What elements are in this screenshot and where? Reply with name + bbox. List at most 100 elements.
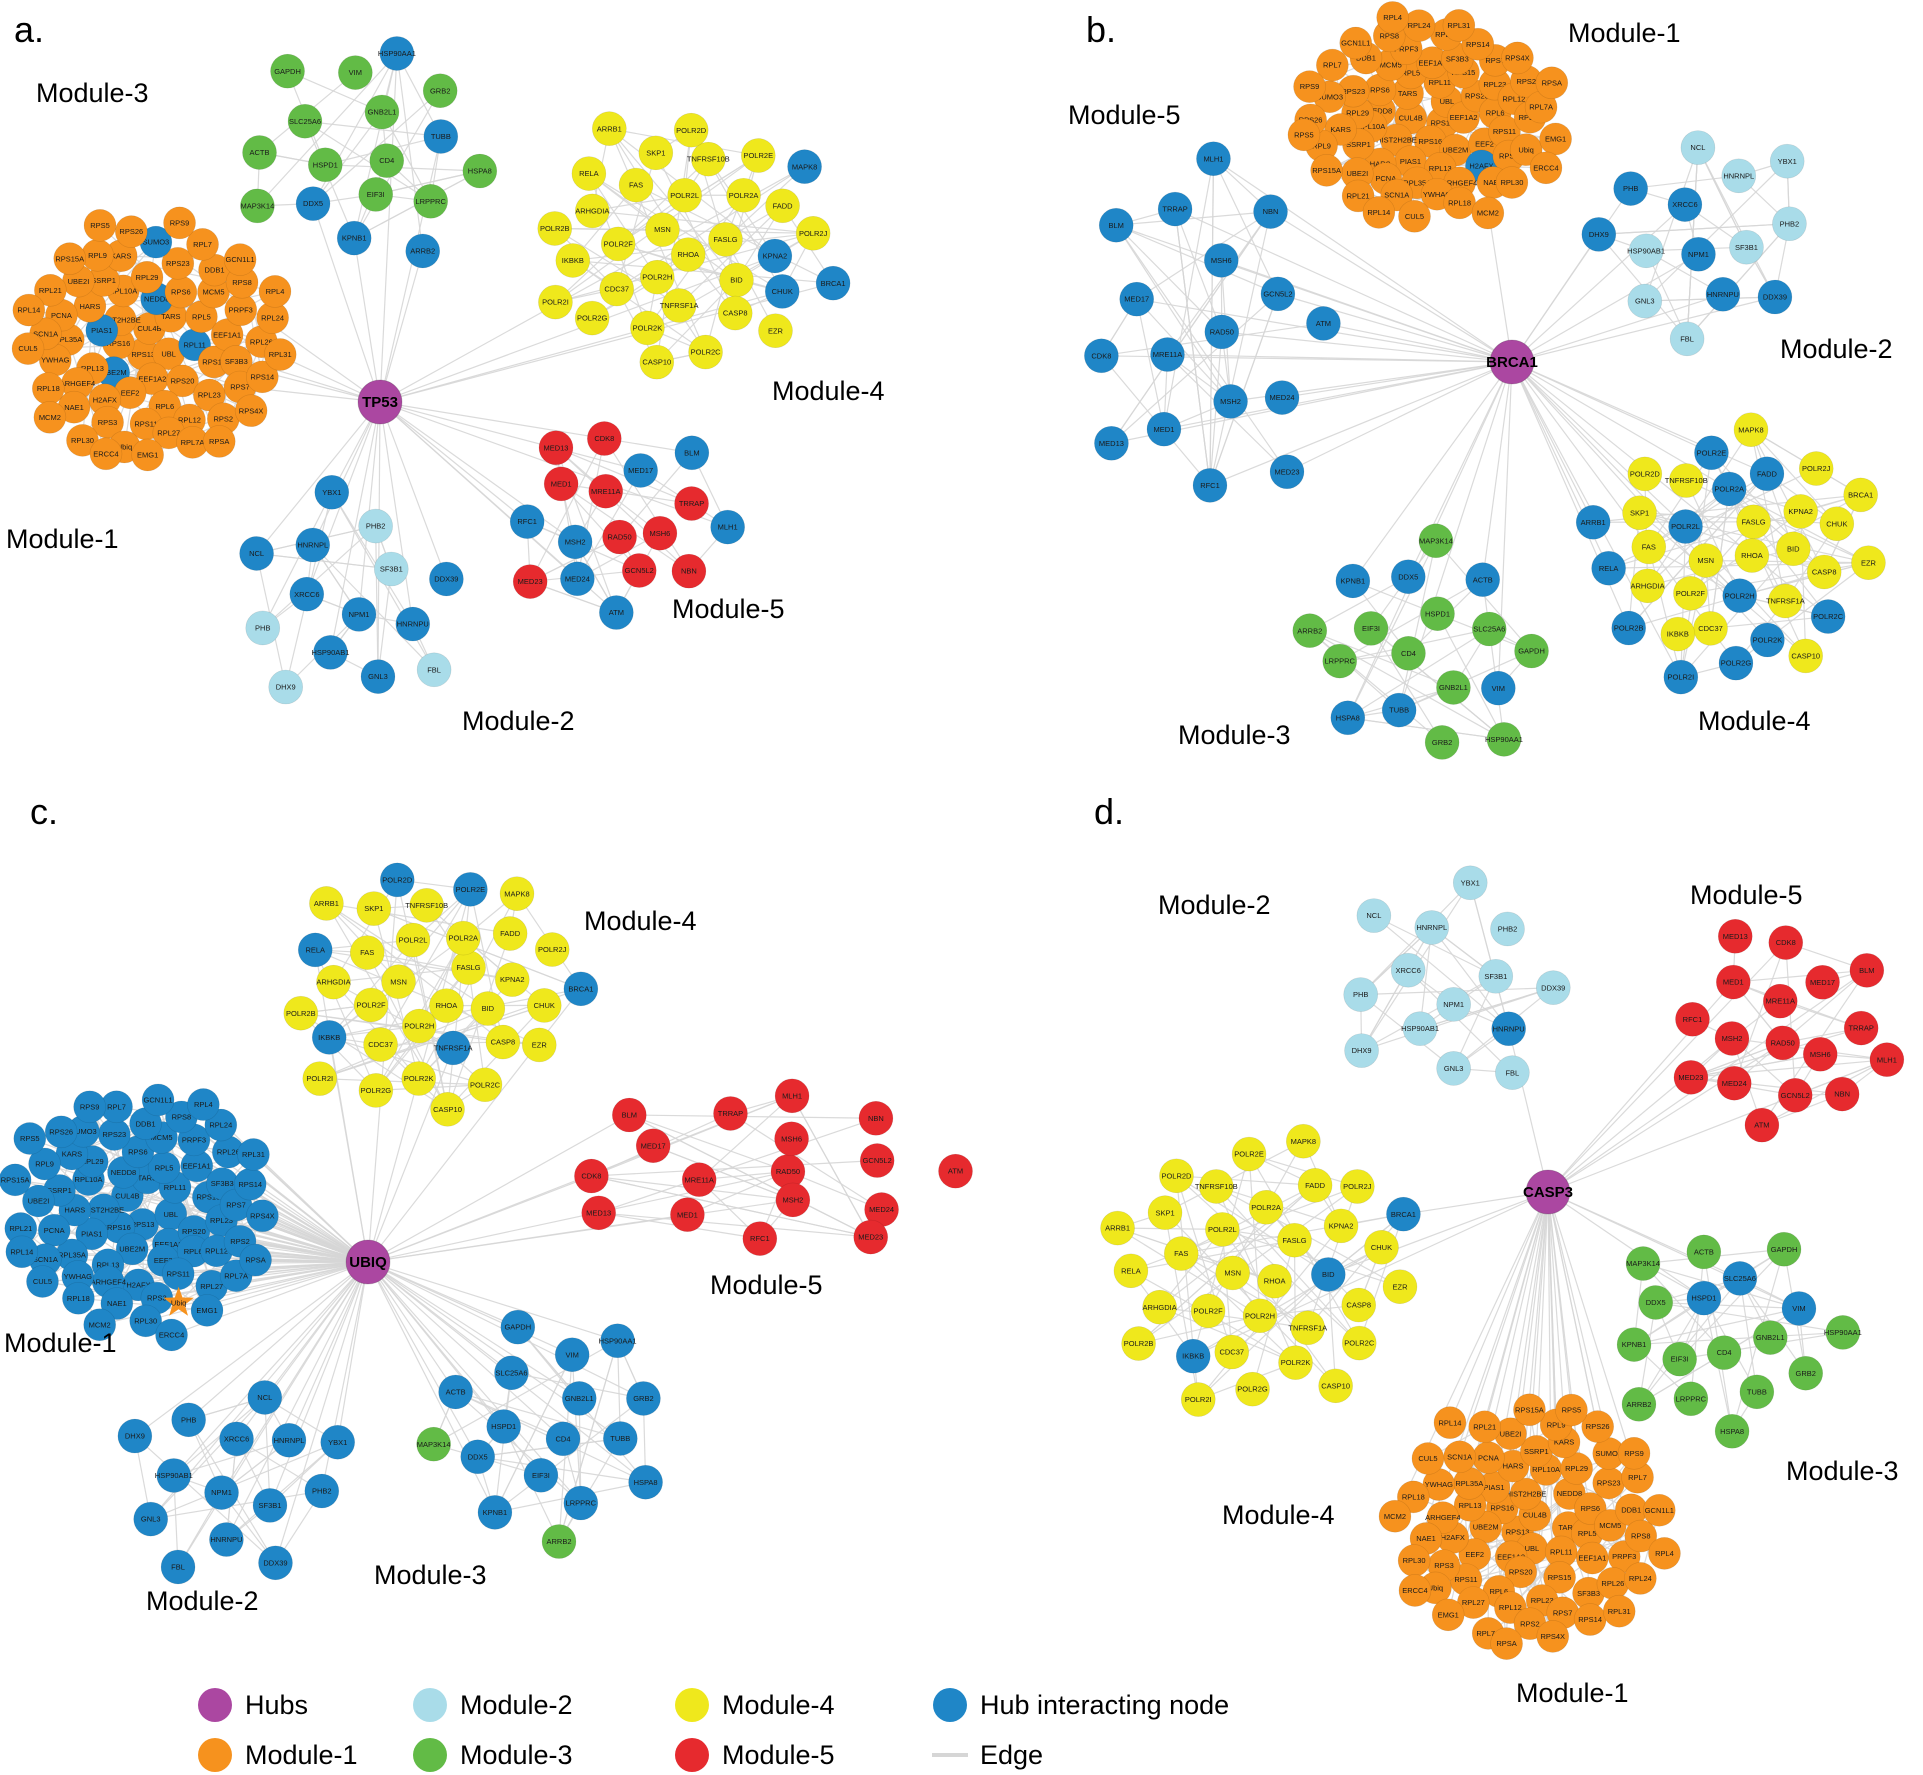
node-label: EEF1A1: [183, 1162, 211, 1171]
node-HSP90AB1: [313, 635, 348, 670]
node-label: HNRNPU: [397, 620, 429, 629]
node-label: POLR2G: [1721, 659, 1752, 668]
node-label: TARS: [138, 1174, 157, 1183]
node-label: HSPA8: [1720, 1427, 1744, 1436]
node-label: POLR2E: [743, 151, 773, 160]
node-KPNA2: [494, 962, 530, 997]
node-EMG1: [131, 438, 164, 472]
node-label: HSP90AB1: [155, 1471, 193, 1480]
node-MSH6: [1802, 1036, 1838, 1072]
node-ARHGDIA: [574, 193, 610, 229]
legend-label: Module-3: [460, 1740, 573, 1770]
node-IKBKB: [555, 243, 591, 278]
node-CDC37: [1214, 1334, 1250, 1370]
node-label: POLR2H: [404, 1022, 434, 1031]
node-label: CDC37: [368, 1040, 393, 1049]
hub-edge: [1511, 361, 1686, 527]
node-label: KARS: [1330, 125, 1350, 134]
node-GCN1L1: [1339, 26, 1373, 60]
node-label: BLM: [622, 1111, 637, 1120]
node-MED17: [1805, 964, 1840, 1000]
legend-swatch-hub: [198, 1688, 232, 1722]
hub-edge: [379, 401, 528, 523]
node-RHOA: [670, 237, 706, 272]
node-label: POLR2L: [399, 936, 428, 945]
edge: [1690, 1076, 1843, 1095]
node-label: HNRNPU: [1707, 290, 1739, 299]
edge: [1138, 1185, 1358, 1345]
node-BID: [1311, 1257, 1346, 1292]
hub-edge: [358, 401, 381, 615]
node-RPS9: [1293, 70, 1326, 103]
node-label: RPS7: [230, 383, 250, 392]
node-DHX9: [1344, 1033, 1379, 1068]
node-label: MCM5: [202, 288, 224, 297]
hub-edge: [1116, 224, 1513, 363]
legend-swatch-hub_interacting: [933, 1688, 967, 1722]
node-XRCC6: [1390, 952, 1426, 988]
node-label: POLR2A: [729, 191, 759, 200]
node-label: GNB2L1: [368, 108, 397, 117]
edge: [333, 981, 454, 1049]
node-label: PCNA: [1375, 174, 1396, 183]
node-POLR2A: [1711, 471, 1747, 507]
node-GAPDH: [270, 53, 305, 89]
node-RPL29: [1560, 1452, 1593, 1485]
node-NPM1: [1681, 236, 1716, 272]
edge: [377, 568, 392, 677]
node-GNB2L1: [364, 94, 400, 130]
node-label: HARS: [1503, 1462, 1524, 1471]
node-label: BID: [1787, 544, 1800, 553]
node-ATM: [938, 1153, 973, 1189]
node-label: RPL18: [67, 1294, 90, 1303]
node-label: RPL30: [134, 1317, 157, 1326]
node-label: RPL31: [1608, 1607, 1631, 1616]
node-RPS4X: [246, 1199, 279, 1233]
hub-edge: [314, 949, 369, 1263]
node-ARRB1: [309, 886, 344, 921]
node-label: GAPDH: [274, 67, 301, 76]
node-CASP8: [717, 295, 753, 331]
node-RPL18: [62, 1281, 95, 1315]
node-ARRB2: [405, 233, 441, 269]
node-label: GCN5L2: [1263, 289, 1292, 298]
node-POLR2K: [401, 1061, 437, 1096]
node-label: CUL4B: [1399, 114, 1423, 123]
node-label: DDX5: [303, 199, 323, 208]
node-GRB2: [626, 1381, 661, 1416]
node-label: RAD50: [607, 533, 631, 542]
node-label: NAE1: [64, 403, 84, 412]
node-label: PHB2: [1780, 219, 1800, 228]
node-label: MED13: [1099, 439, 1124, 448]
node-label: BRCA1: [568, 984, 593, 993]
node-label: SSRP1: [1524, 1447, 1549, 1456]
node-label: NCL: [1690, 143, 1705, 152]
node-label: RPL10A: [109, 286, 137, 295]
edge: [134, 1435, 276, 1564]
node-RPS15: [1543, 1561, 1576, 1594]
edge: [262, 525, 377, 629]
hub-edge: [367, 1261, 496, 1513]
node-label: DHX9: [276, 683, 296, 692]
node-label: SLC25A6: [1724, 1274, 1756, 1283]
node-label: POLR2J: [1802, 464, 1831, 473]
node-MCM2: [1471, 196, 1505, 230]
module-label-b-module4: Module-4: [1698, 706, 1811, 736]
node-label: KARS: [62, 1150, 82, 1159]
edge: [1642, 1263, 1725, 1354]
node-label: RPL6: [184, 1247, 203, 1256]
edge: [730, 1112, 882, 1211]
edge: [629, 1114, 876, 1119]
node-label: CD4: [379, 156, 394, 165]
node-label: RPS15: [202, 358, 226, 367]
node-POLR2L: [667, 177, 702, 213]
node-RPS4X: [1536, 1620, 1570, 1653]
module-label-a-module5: Module-5: [672, 594, 785, 624]
node-label: RPS26: [1586, 1422, 1610, 1431]
edge: [1174, 208, 1211, 486]
node-label: NEDD8: [1367, 106, 1392, 115]
node-label: RPSA: [209, 437, 229, 446]
node-label: RHOA: [677, 250, 699, 259]
edge: [1690, 1053, 1821, 1078]
node-BID: [470, 991, 506, 1026]
